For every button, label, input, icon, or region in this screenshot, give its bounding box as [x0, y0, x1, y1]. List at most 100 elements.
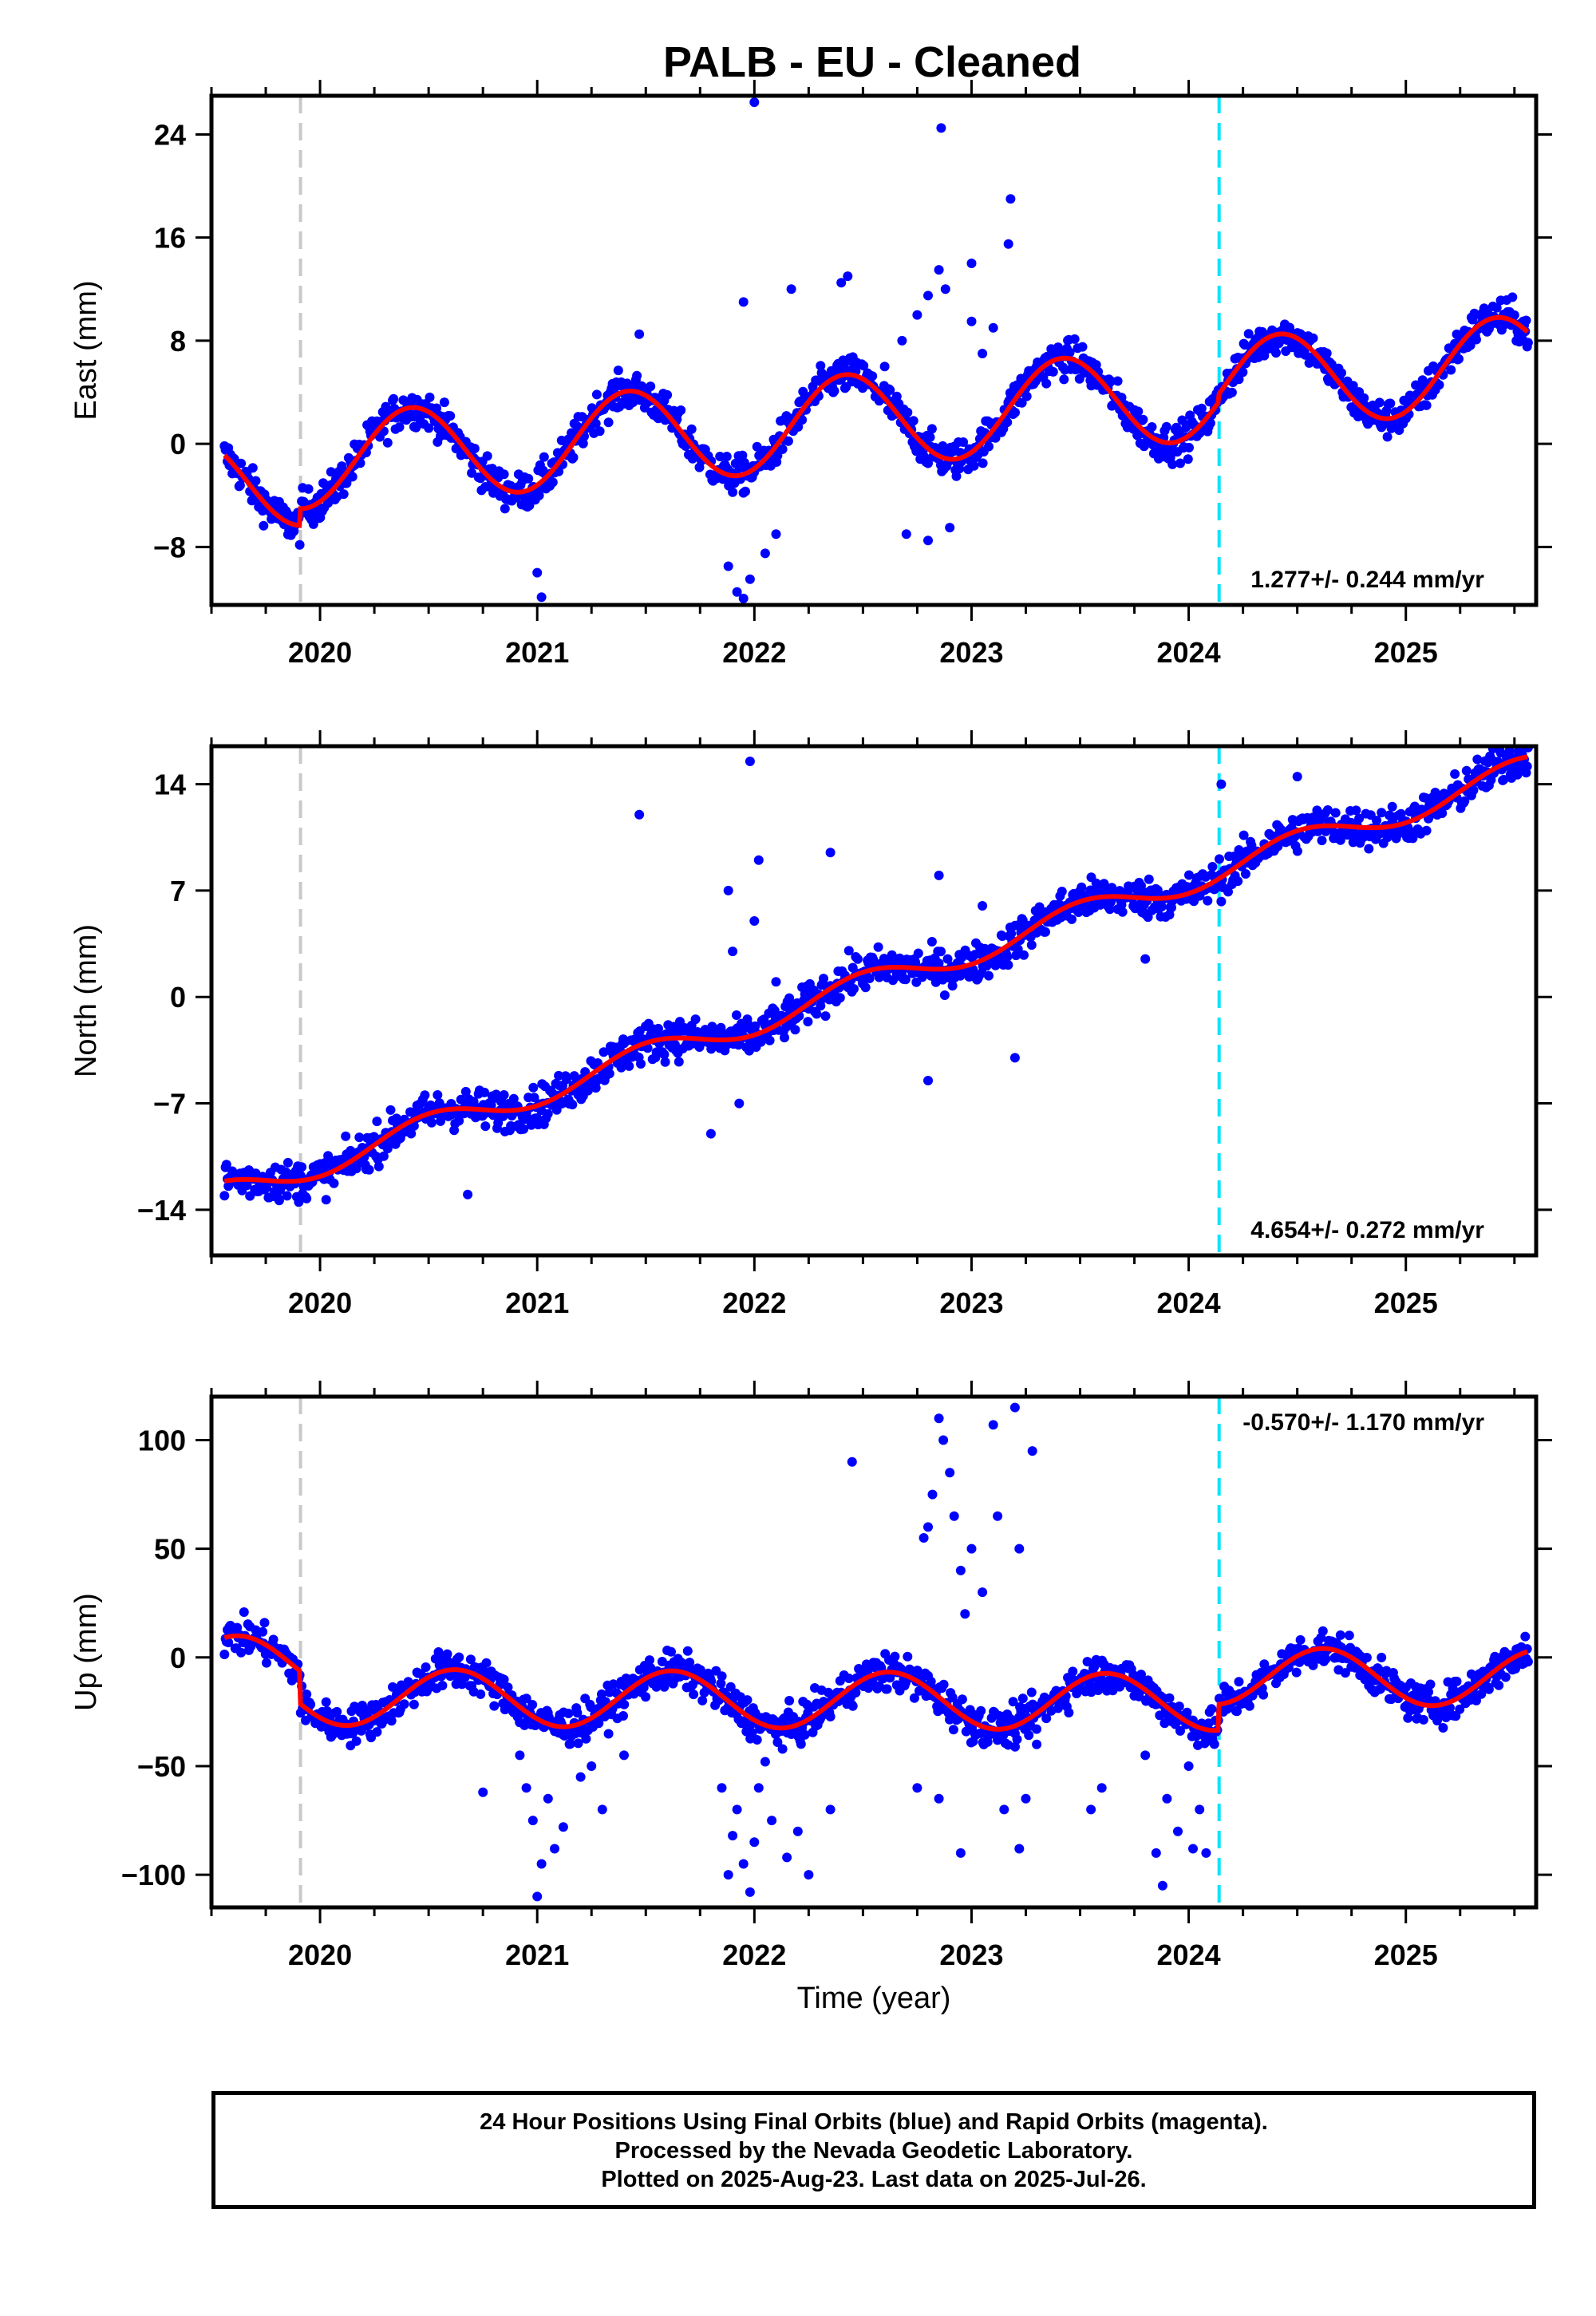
data-point [1108, 400, 1118, 410]
data-point [1067, 914, 1077, 924]
data-point [500, 504, 510, 514]
data-point [1521, 315, 1531, 326]
data-point [737, 450, 748, 460]
data-point [982, 1737, 993, 1747]
data-point [1032, 1724, 1041, 1734]
data-point [721, 452, 732, 461]
xtick-label-east: 2021 [505, 636, 569, 669]
data-point [741, 486, 750, 496]
outlier-point [1140, 1750, 1151, 1761]
outlier-point [940, 284, 950, 294]
data-point [860, 982, 871, 993]
data-point [1494, 1680, 1504, 1690]
outlier-point [978, 901, 988, 911]
data-point [1059, 374, 1069, 385]
outlier-point [966, 259, 977, 268]
data-point [957, 1694, 967, 1705]
outlier-point [463, 1189, 473, 1199]
footer-line-orbits: 24 Hour Positions Using Final Orbits (bl… [480, 2109, 1268, 2135]
data-point [1041, 1713, 1052, 1724]
data-point [1511, 1664, 1520, 1674]
xtick-label-north: 2022 [722, 1286, 786, 1319]
data-point [1164, 1693, 1175, 1703]
data-point [323, 1151, 334, 1161]
data-point [1472, 334, 1481, 345]
data-point [232, 1622, 243, 1633]
data-point [717, 1671, 727, 1682]
data-point [1077, 342, 1088, 352]
data-point [1147, 422, 1157, 432]
outlier-point [723, 885, 733, 895]
data-point [843, 946, 854, 956]
data-point [1144, 874, 1154, 884]
data-point [1233, 876, 1243, 887]
data-point [984, 441, 994, 452]
data-point [803, 1017, 813, 1027]
data-point [1387, 801, 1397, 812]
model-fit-line-north [223, 754, 1528, 1184]
data-point [332, 1706, 342, 1717]
footer-line-processor: Processed by the Nevada Geodetic Laborat… [614, 2138, 1133, 2164]
data-point [499, 469, 509, 480]
outlier-point [960, 1609, 970, 1619]
panel-north-plot-area [219, 746, 1533, 1255]
data-point [682, 1646, 693, 1656]
data-point [482, 451, 492, 461]
outlier-point [1157, 1880, 1167, 1891]
outlier-point [749, 916, 760, 926]
data-point [1308, 1660, 1318, 1670]
data-point [426, 1117, 437, 1128]
data-point [1232, 1706, 1242, 1717]
data-point [1321, 1654, 1331, 1664]
outlier-point [923, 290, 933, 301]
ytick-label-up: 100 [138, 1424, 186, 1456]
data-point [908, 416, 918, 426]
data-point [1227, 387, 1237, 397]
data-point [926, 424, 937, 434]
outlier-point [760, 1757, 770, 1767]
data-point [439, 397, 449, 408]
data-point [728, 487, 738, 497]
data-point [1509, 310, 1519, 320]
data-point [666, 1646, 676, 1657]
data-point [636, 1059, 646, 1069]
data-point [1216, 896, 1227, 907]
data-point [646, 381, 656, 392]
ytick-label-north: −14 [137, 1194, 186, 1227]
data-point [777, 444, 788, 454]
data-point [686, 424, 697, 434]
data-point [302, 1193, 312, 1203]
xtick-label-north: 2021 [505, 1286, 569, 1319]
data-point [394, 422, 405, 433]
data-point [236, 1647, 247, 1658]
outlier-point [912, 1783, 922, 1793]
data-point [750, 1021, 760, 1031]
data-point [308, 519, 318, 529]
outlier-point [786, 284, 796, 294]
data-point [262, 1658, 271, 1668]
outlier-point [732, 1804, 742, 1815]
data-point [467, 468, 477, 478]
data-point [764, 1035, 775, 1045]
outlier-point [934, 1793, 944, 1804]
data-point [1048, 366, 1058, 377]
outlier-point [988, 322, 998, 333]
data-point [1461, 765, 1472, 776]
data-point [716, 1678, 726, 1689]
data-point [499, 1090, 509, 1100]
data-point [274, 1196, 284, 1206]
ytick-label-east: 24 [154, 118, 186, 151]
scatter-points-east [219, 97, 1533, 603]
data-point [1041, 378, 1052, 389]
outlier-point [771, 529, 781, 539]
data-point [598, 1047, 609, 1057]
data-point [1446, 365, 1456, 375]
data-point [1504, 746, 1515, 756]
data-point [1424, 1687, 1433, 1697]
data-point [409, 1699, 419, 1709]
outlier-point [825, 1804, 836, 1815]
data-point [800, 1729, 810, 1740]
data-point [567, 428, 577, 438]
outlier-point [1021, 1793, 1031, 1804]
